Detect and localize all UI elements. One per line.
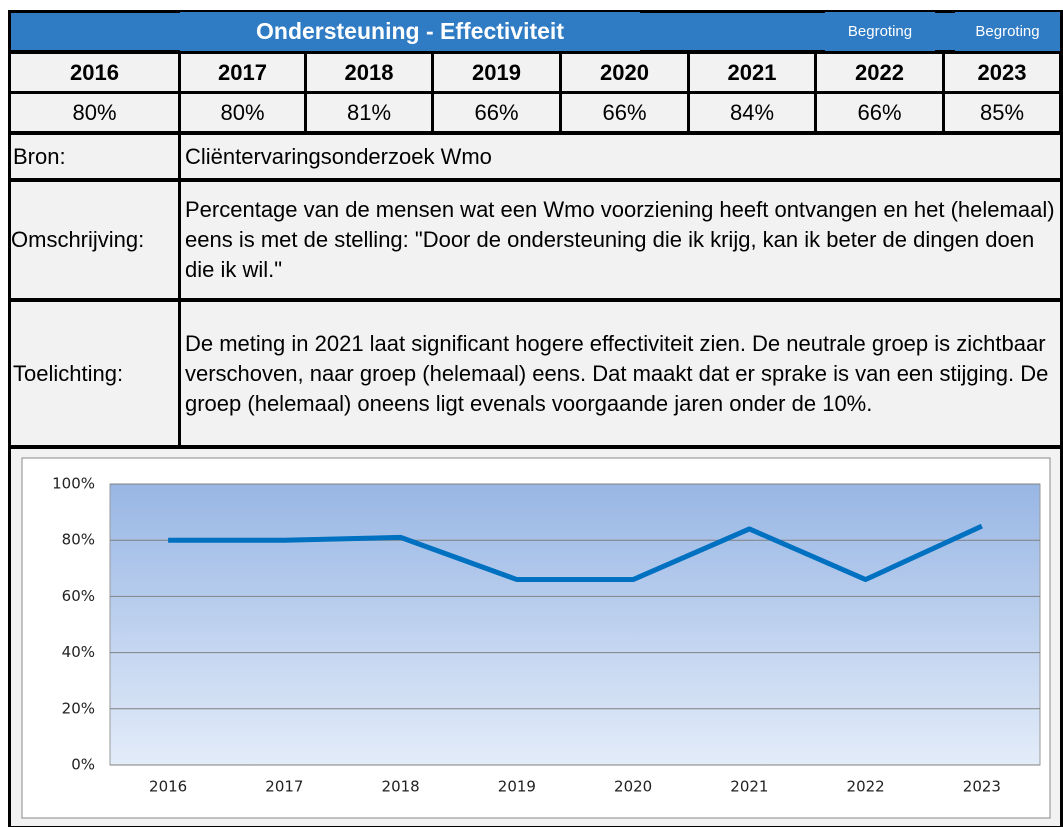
year-cell: 2017 [180,53,305,92]
year-cell: 2021 [689,53,815,92]
y-tick-label: 100% [52,475,95,493]
x-tick-label: 2020 [614,778,652,796]
description: Percentage van de mensen wat een Wmo voo… [180,181,1061,299]
value-cell: 81% [306,93,432,132]
year-cell: 2019 [433,53,560,92]
description-label: Omschrijving: [10,181,179,299]
year-cell: 2022 [816,53,943,92]
value-cell: 66% [561,93,688,132]
value-cell: 80% [10,93,179,132]
header-title: Ondersteuning - Effectiviteit [180,12,640,51]
x-tick-label: 2019 [498,778,536,796]
y-tick-label: 20% [62,699,95,717]
y-tick-label: 60% [62,587,95,605]
y-tick-label: 0% [71,756,95,774]
y-tick-label: 40% [62,643,95,661]
value-cell: 80% [180,93,305,132]
explanation-label: Toelichting: [10,301,179,446]
x-tick-label: 2018 [382,778,420,796]
value-cell: 66% [816,93,943,132]
x-tick-label: 2021 [730,778,768,796]
source: Cliëntervaringsonderzoek Wmo [180,134,1061,179]
year-cell: 2020 [561,53,688,92]
budget-label: Begroting [825,12,935,51]
year-cell: 2023 [944,53,1060,92]
value-cell: 84% [689,93,815,132]
x-tick-label: 2017 [265,778,303,796]
value-cell: 85% [944,93,1060,132]
plot-area [109,483,1041,766]
data-line [168,523,983,583]
source-label: Bron: [10,134,179,179]
x-tick-label: 2016 [149,778,187,796]
year-cell: 2016 [10,53,179,92]
x-tick-label: 2022 [847,778,885,796]
x-tick-label: 2023 [963,778,1001,796]
value-cell: 66% [433,93,560,132]
y-tick-label: 80% [62,531,95,549]
explanation: De meting in 2021 laat significant hoger… [180,301,1061,446]
budget-label: Begroting [955,12,1060,51]
year-cell: 2018 [306,53,432,92]
